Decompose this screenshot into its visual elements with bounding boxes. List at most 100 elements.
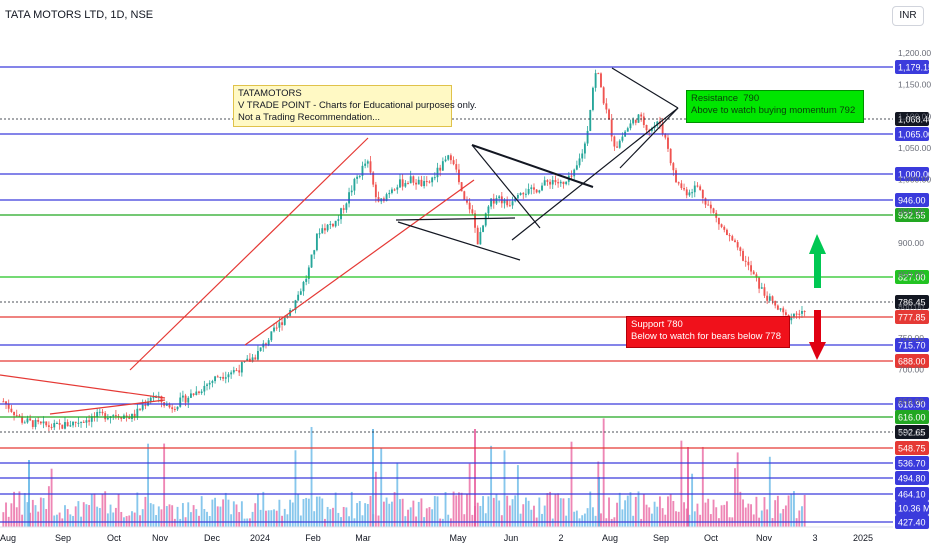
volume-bar	[391, 501, 393, 527]
volume-bar	[58, 512, 61, 527]
volume-bar	[543, 505, 546, 527]
currency-button[interactable]: INR	[892, 6, 924, 26]
volume-bar	[88, 505, 91, 527]
volume-bar	[790, 494, 793, 527]
candle-body	[358, 175, 361, 177]
candle-body	[739, 247, 742, 251]
candle-body	[90, 416, 93, 422]
candle-body	[385, 194, 388, 202]
volume-bar	[187, 502, 190, 527]
volume-bar	[449, 518, 452, 527]
x-tick-label: 3	[812, 533, 817, 543]
level-label-box	[895, 167, 929, 181]
volume-bar	[431, 509, 434, 527]
volume-bar	[248, 518, 251, 527]
volume-bar	[34, 505, 37, 527]
volume-bar	[106, 513, 109, 527]
candle-body	[511, 201, 514, 206]
candle-body	[283, 317, 286, 325]
volume-bar	[516, 465, 519, 527]
volume-bar	[742, 499, 744, 527]
volume-bar	[701, 446, 704, 527]
volume-bar	[578, 518, 581, 527]
candle-body	[640, 114, 643, 117]
level-label: 777.85	[898, 313, 926, 323]
volume-bar	[707, 498, 710, 527]
candle-body	[299, 291, 302, 295]
candle-body	[736, 242, 739, 248]
volume-bar	[380, 448, 383, 527]
candle-body	[683, 188, 685, 190]
channel-lower-line	[244, 179, 475, 346]
volume-bar	[141, 509, 144, 527]
candle-body	[238, 370, 241, 373]
candle-body	[80, 421, 82, 423]
triangle-upper-line	[0, 374, 166, 399]
candle-body	[56, 423, 58, 425]
candle-body	[535, 189, 538, 193]
flag-base-line	[395, 217, 516, 221]
volume-bar	[460, 492, 463, 527]
candle-body	[720, 224, 723, 227]
volume-bar	[259, 509, 262, 527]
candle-body	[21, 416, 24, 423]
volume-bar	[396, 462, 399, 527]
candle-body	[586, 130, 589, 144]
candle-body	[782, 308, 785, 313]
candle-body	[425, 181, 428, 183]
candle-body	[101, 411, 104, 414]
volume-bar	[685, 508, 688, 527]
candle-body	[458, 169, 460, 183]
volume-bar	[117, 493, 120, 527]
candle-body	[278, 322, 281, 328]
volume-bar	[307, 498, 310, 527]
volume-bar	[232, 501, 235, 527]
volume-bar	[18, 491, 21, 527]
candle-body	[270, 331, 273, 341]
volume-bar	[439, 518, 442, 527]
candle-body	[190, 393, 192, 398]
candle-body	[10, 408, 13, 412]
volume-bar	[313, 511, 316, 527]
candle-body	[616, 146, 618, 148]
volume-bar	[476, 502, 479, 527]
level-label-box	[895, 338, 929, 352]
volume-bar	[364, 503, 367, 527]
x-tick-label: Nov	[152, 533, 169, 543]
candle-body	[329, 223, 332, 225]
flag-left-line	[471, 144, 541, 229]
volume-bar	[567, 498, 570, 527]
volume-bar	[211, 499, 214, 527]
volume-bar	[219, 506, 222, 527]
volume-bar	[39, 497, 42, 527]
candle-body	[784, 312, 787, 315]
candle-body	[415, 182, 417, 185]
candle-body	[149, 397, 152, 402]
y-axis[interactable]: 1,179.15 1,068.40 1,065.00 1,000.00 946.00 93…	[895, 48, 932, 529]
candle-body	[455, 164, 458, 170]
candle-body	[53, 423, 56, 428]
volume-bar	[570, 441, 573, 527]
y-tick-label: 850.00	[898, 270, 924, 280]
volume-bar	[801, 506, 803, 527]
candle-body	[281, 322, 283, 325]
volume-bar	[575, 510, 578, 527]
candlesticks	[2, 69, 806, 432]
volume-bar	[747, 503, 750, 527]
volume-bar	[2, 512, 5, 527]
candle-body	[348, 192, 350, 204]
volume-bar	[251, 511, 254, 527]
x-axis[interactable]: Aug Sep Oct Nov Dec 2024 Feb Mar May Jun 2 Aug Sep Oc…	[0, 526, 893, 543]
volume-bar	[385, 497, 388, 527]
candle-body	[790, 316, 793, 321]
candle-body	[731, 236, 734, 241]
candle-body	[310, 254, 313, 268]
candle-body	[522, 193, 525, 195]
volume-bar	[5, 502, 7, 527]
candle-body	[565, 181, 568, 185]
volume-bar	[47, 486, 50, 527]
volume-bar	[776, 495, 779, 527]
candle-body	[176, 406, 179, 410]
volume-bar	[549, 491, 551, 527]
